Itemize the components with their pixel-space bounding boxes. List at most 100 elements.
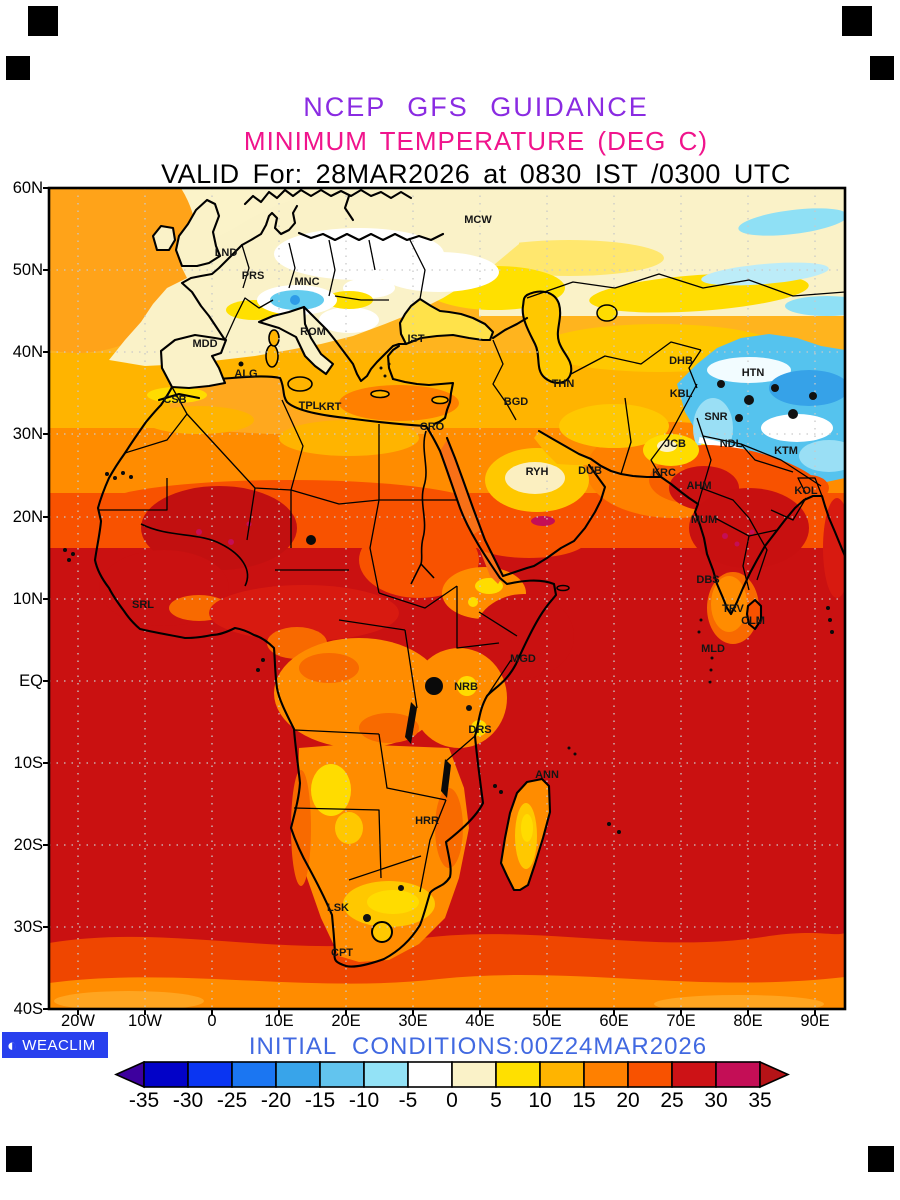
map-details [63,361,834,834]
city-label-trv: TRV [722,603,744,615]
city-label-ann: ANN [535,769,559,781]
colorbar-tick-label: 0 [446,1089,458,1112]
colorbar-tick-label: 5 [490,1089,502,1112]
lon-tick-label: 50E [532,1012,562,1030]
city-label-dhb: DHB [669,355,693,367]
temperature-map-canvas: MCW LND PRS MNC ROM IST MDD ALG CSB TPL KRT CRO THN B… [43,186,847,1015]
colorbar-left-arrow [114,1061,145,1089]
map-artwork: MCW LND PRS MNC ROM IST MDD ALG CSB TPL KRT CRO THN B… [49,188,845,1009]
city-label-ist: IST [407,333,424,345]
city-label-ktm: KTM [774,445,798,457]
city-label-dub: DUB [578,465,602,477]
city-labels: MCW LND PRS MNC ROM IST MDD ALG CSB TPL KRT CRO THN B… [132,214,818,959]
city-label-lnd: LND [215,247,238,259]
lon-tick-label: 0 [207,1012,217,1030]
colorbar-segment [319,1061,365,1088]
city-label-srl: SRL [132,599,154,611]
lon-tick-label: 10W [128,1012,162,1030]
colorbar-tick-label: 20 [616,1089,640,1112]
city-label-krt: KRT [319,401,342,413]
title-line3: VALID For: 28MAR2026 at 0830 IST /0300 U… [161,159,791,189]
lon-tick-label: 90E [800,1012,830,1030]
colorbar-tick-label: -20 [260,1089,292,1112]
fiducial-marker-top-right-a [842,6,872,36]
lon-tick-label: 80E [733,1012,763,1030]
fiducial-marker-top-left-b [6,56,30,80]
city-label-csb: CSB [163,394,186,406]
fiducial-marker-top-right-b [870,56,894,80]
colorbar-segment [187,1061,233,1088]
lat-tick-label: 50N [12,261,43,279]
colorbar-segment [407,1061,453,1088]
lon-tick-label: 10E [264,1012,294,1030]
colorbar-segment [715,1061,761,1088]
colorbar-tick-label: 15 [572,1089,596,1112]
city-label-ndl: NDL [720,438,743,450]
lat-tick-label: 40S [13,1000,43,1018]
coastlines [93,188,845,968]
lon-tick-label: 70E [666,1012,696,1030]
colorbar-tick-label: -10 [348,1089,380,1112]
lat-tick-label: 10N [12,590,43,608]
colorbar-tick-label: 10 [528,1089,552,1112]
city-label-prs: PRS [242,270,265,282]
city-label-kol: KOL [794,485,818,497]
city-label-mdd: MDD [192,338,217,350]
colorbar-tick-label: 30 [704,1089,728,1112]
city-label-hrr: HRR [415,815,439,827]
title-line1: NCEP GFS GUIDANCE [303,92,649,122]
lon-tick-label: 20E [331,1012,361,1030]
city-label-mcw: MCW [464,214,492,226]
temperature-colorbar [114,1061,790,1089]
colorbar-segment [363,1061,409,1088]
lat-tick-label: 60N [12,179,43,197]
initial-conditions-text: INITIAL CONDITIONS:00Z24MAR2026 [248,1033,708,1060]
city-label-cpt: CPT [331,947,353,959]
fiducial-marker-bottom-right [868,1146,894,1172]
city-label-htn: HTN [742,367,765,379]
colorbar-segment [275,1061,321,1088]
colorbar-tick-label: -5 [398,1089,418,1112]
city-label-thn: THN [552,378,575,390]
weaclim-logo-text: WEACLIM [22,1036,96,1054]
axis-ticks [43,187,816,1015]
city-label-rom: ROM [300,326,326,338]
city-label-alg: ALG [234,368,257,380]
colorbar-segment [231,1061,277,1088]
fiducial-marker-top-left-a [28,6,58,36]
city-label-ahm: AHM [686,480,711,492]
city-label-krc: KRC [652,467,676,479]
colorbar-segment [671,1061,717,1088]
longitude-axis: 20W 10W 0 10E 20E 30E 40E 50E 60E 70E 80E 90E [0,1012,900,1034]
colorbar-segment [627,1061,673,1088]
lon-tick-label: 30E [398,1012,428,1030]
city-label-cro: CRO [420,421,445,433]
colorbar-segment [495,1061,541,1088]
city-label-nrb: NRB [454,681,478,693]
city-label-mnc: MNC [294,276,319,288]
colorbar-tick-label: 25 [660,1089,684,1112]
colorbar-segment [583,1061,629,1088]
lat-tick-label: 10S [13,754,43,772]
weaclim-logo: ◐ WEACLIM [2,1032,108,1058]
city-label-snr: SNR [704,411,727,423]
country-borders [98,237,845,893]
city-label-ryh: RYH [526,466,549,478]
fiducial-marker-bottom-left [6,1146,32,1172]
lon-tick-label: 40E [465,1012,495,1030]
lat-tick-label: 20S [13,836,43,854]
colorbar-tick-label: 35 [748,1089,772,1112]
copyright-icon: ◐ [7,1035,18,1055]
lat-tick-label: 20N [12,508,43,526]
lat-tick-label: EQ [19,672,43,690]
colorbar-segment [143,1061,189,1088]
lat-tick-label: 30S [13,918,43,936]
city-label-clm: CLM [741,615,765,627]
colorbar-tick-label: -30 [172,1089,204,1112]
city-label-kbl: KBL [670,388,693,400]
colorbar-tick-label: -35 [128,1089,160,1112]
city-label-mgd: MGD [510,653,536,665]
colorbar-tick-label: -25 [216,1089,248,1112]
colorbar-scale-labels: -35 -30 -25 -20 -15 -10 -5 0 5 10 15 20 25 30 35 [0,1089,900,1115]
